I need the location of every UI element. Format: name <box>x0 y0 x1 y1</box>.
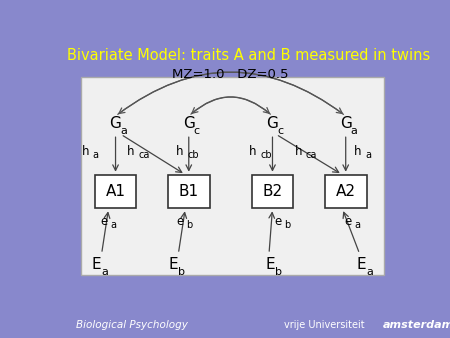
Text: ca: ca <box>306 149 317 160</box>
Text: a: a <box>110 220 116 230</box>
Text: e: e <box>274 215 281 228</box>
Text: A1: A1 <box>106 184 126 199</box>
Text: e: e <box>101 215 108 228</box>
Text: A2: A2 <box>336 184 356 199</box>
Text: G: G <box>110 116 122 131</box>
Text: E: E <box>91 257 101 272</box>
FancyArrowPatch shape <box>191 97 269 114</box>
Bar <box>81 77 384 275</box>
Text: a: a <box>101 267 108 277</box>
Text: G: G <box>340 116 351 131</box>
Text: c: c <box>194 126 200 136</box>
Text: cb: cb <box>187 149 198 160</box>
Text: h: h <box>127 145 135 158</box>
FancyArrowPatch shape <box>192 97 270 114</box>
Text: h: h <box>176 145 184 158</box>
Bar <box>325 175 367 209</box>
Text: Bivariate Model: traits A and B measured in twins: Bivariate Model: traits A and B measured… <box>67 48 430 63</box>
FancyArrowPatch shape <box>118 72 342 114</box>
Text: a: a <box>350 126 357 136</box>
Text: a: a <box>120 126 127 136</box>
Text: b: b <box>275 267 282 277</box>
Bar <box>94 175 136 209</box>
Text: amsterdam: amsterdam <box>383 320 450 330</box>
Text: Biological Psychology: Biological Psychology <box>76 320 189 330</box>
Text: E: E <box>168 257 178 272</box>
FancyArrowPatch shape <box>119 72 343 114</box>
Text: G: G <box>183 116 195 131</box>
Text: h: h <box>249 145 257 158</box>
Text: vrije Universiteit: vrije Universiteit <box>284 320 364 330</box>
Text: h: h <box>295 145 302 158</box>
Text: b: b <box>284 220 290 230</box>
Bar <box>168 175 210 209</box>
Text: c: c <box>278 126 284 136</box>
Text: MZ=1.0   DZ=0.5: MZ=1.0 DZ=0.5 <box>172 68 289 81</box>
Text: E: E <box>356 257 366 272</box>
Text: E: E <box>266 257 275 272</box>
Text: b: b <box>186 220 192 230</box>
Text: e: e <box>176 215 184 228</box>
Text: a: a <box>355 220 360 230</box>
Text: B2: B2 <box>262 184 283 199</box>
Text: G: G <box>266 116 279 131</box>
Text: cb: cb <box>260 149 272 160</box>
Text: a: a <box>366 267 373 277</box>
Text: a: a <box>365 149 371 160</box>
Text: h: h <box>82 145 90 158</box>
Text: e: e <box>345 215 352 228</box>
Bar <box>252 175 293 209</box>
Text: h: h <box>354 145 361 158</box>
Text: ca: ca <box>138 149 149 160</box>
Text: b: b <box>178 267 184 277</box>
Text: a: a <box>93 149 99 160</box>
Text: B1: B1 <box>179 184 199 199</box>
